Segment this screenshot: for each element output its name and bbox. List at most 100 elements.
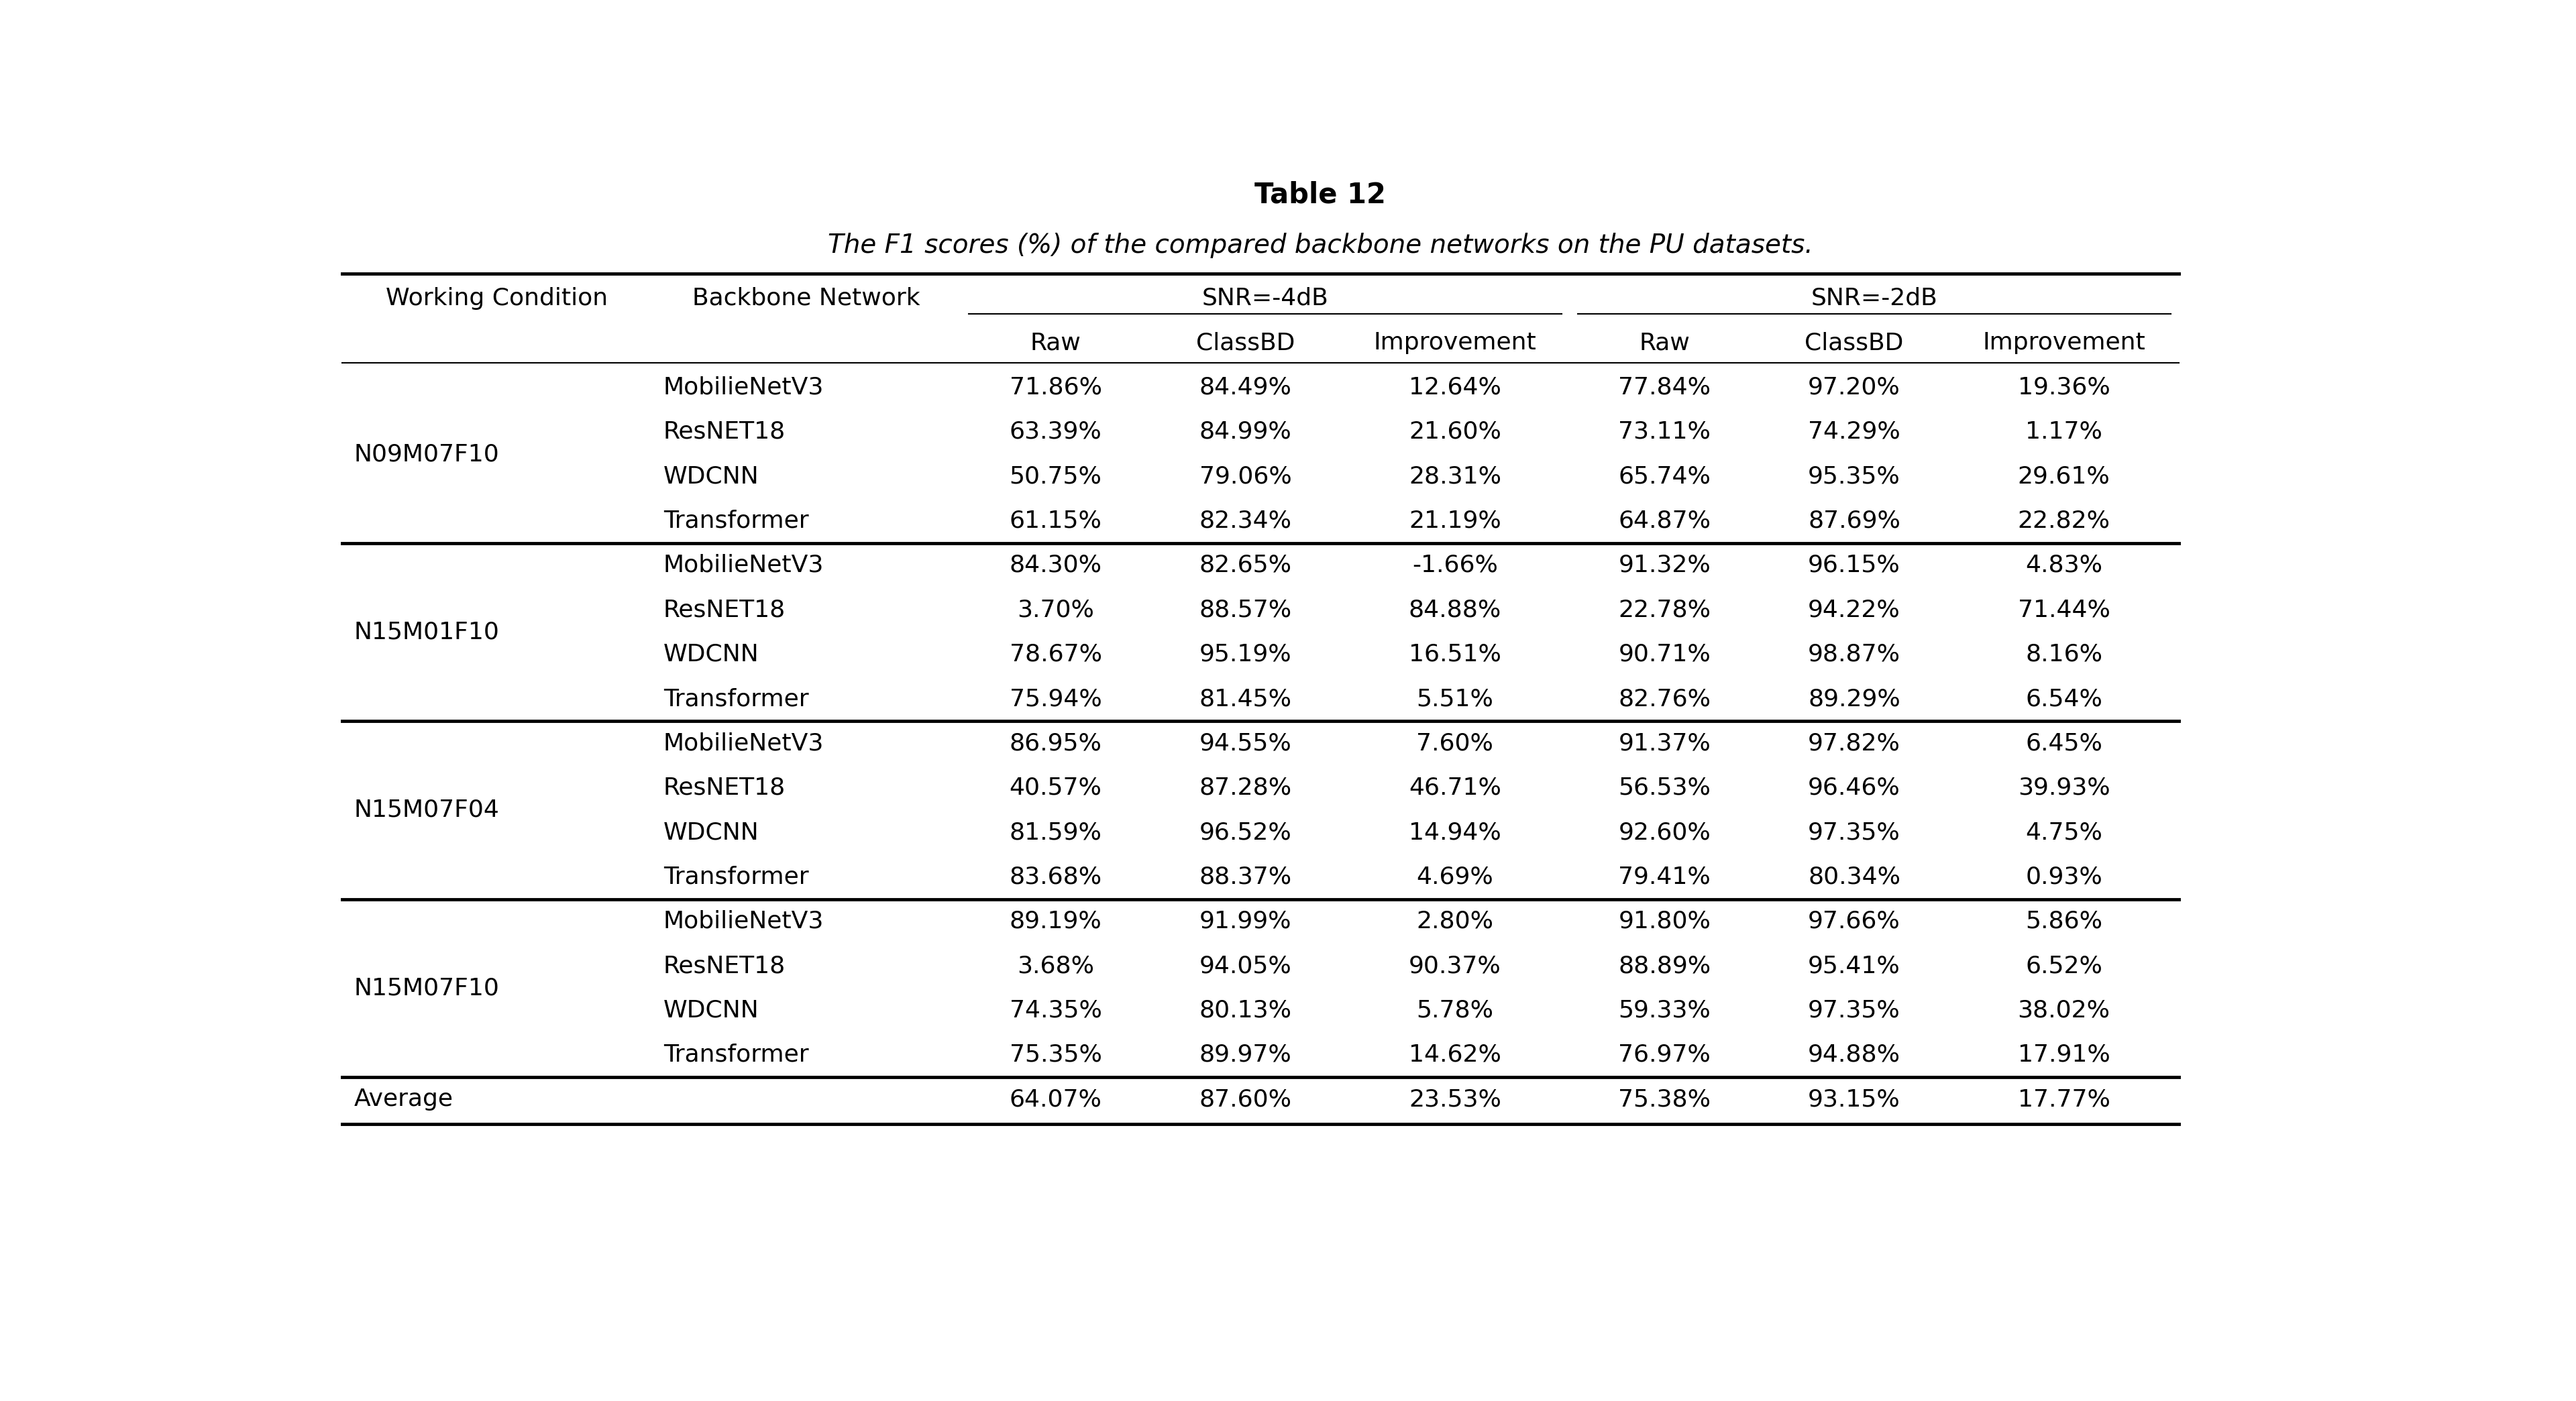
Text: 39.93%: 39.93% [2017, 776, 2110, 800]
Text: MobilieNetV3: MobilieNetV3 [665, 553, 824, 577]
Text: MobilieNetV3: MobilieNetV3 [665, 911, 824, 933]
Text: 87.60%: 87.60% [1198, 1089, 1291, 1111]
Text: 92.60%: 92.60% [1618, 821, 1710, 843]
Text: 80.34%: 80.34% [1808, 866, 1901, 888]
Text: 97.35%: 97.35% [1808, 999, 1901, 1021]
Text: WDCNN: WDCNN [665, 465, 760, 488]
Text: 95.35%: 95.35% [1808, 465, 1901, 488]
Text: Backbone Network: Backbone Network [693, 287, 920, 310]
Text: 2.80%: 2.80% [1417, 911, 1494, 933]
Text: ResNET18: ResNET18 [665, 420, 786, 443]
Text: 21.19%: 21.19% [1409, 510, 1502, 532]
Text: 5.86%: 5.86% [2025, 911, 2102, 933]
Text: 61.15%: 61.15% [1010, 510, 1103, 532]
Text: 91.37%: 91.37% [1618, 731, 1710, 755]
Text: 7.60%: 7.60% [1417, 731, 1494, 755]
Text: Working Condition: Working Condition [386, 287, 608, 310]
Text: 95.41%: 95.41% [1808, 954, 1901, 978]
Text: 93.15%: 93.15% [1808, 1089, 1901, 1111]
Text: 14.62%: 14.62% [1409, 1044, 1502, 1066]
Text: Transformer: Transformer [665, 510, 809, 532]
Text: WDCNN: WDCNN [665, 821, 760, 843]
Text: 78.67%: 78.67% [1010, 643, 1103, 665]
Text: 12.64%: 12.64% [1409, 375, 1502, 399]
Text: 46.71%: 46.71% [1409, 776, 1502, 800]
Text: 28.31%: 28.31% [1409, 465, 1502, 488]
Text: -1.66%: -1.66% [1412, 553, 1497, 577]
Text: 82.34%: 82.34% [1198, 510, 1291, 532]
Text: WDCNN: WDCNN [665, 643, 760, 665]
Text: 65.74%: 65.74% [1618, 465, 1710, 488]
Text: 38.02%: 38.02% [2017, 999, 2110, 1021]
Text: 84.99%: 84.99% [1200, 420, 1291, 443]
Text: 97.66%: 97.66% [1808, 911, 1901, 933]
Text: 81.45%: 81.45% [1198, 688, 1291, 710]
Text: 0.93%: 0.93% [2025, 866, 2102, 888]
Text: 76.97%: 76.97% [1618, 1044, 1710, 1066]
Text: 88.89%: 88.89% [1618, 954, 1710, 978]
Text: 90.37%: 90.37% [1409, 954, 1502, 978]
Text: 79.41%: 79.41% [1618, 866, 1710, 888]
Text: MobilieNetV3: MobilieNetV3 [665, 731, 824, 755]
Text: 1.17%: 1.17% [2025, 420, 2102, 443]
Text: 73.11%: 73.11% [1618, 420, 1710, 443]
Text: Transformer: Transformer [665, 688, 809, 710]
Text: 89.19%: 89.19% [1010, 911, 1103, 933]
Text: 74.35%: 74.35% [1010, 999, 1103, 1021]
Text: 71.86%: 71.86% [1010, 375, 1103, 399]
Text: 5.78%: 5.78% [1417, 999, 1494, 1021]
Text: 50.75%: 50.75% [1010, 465, 1103, 488]
Text: 90.71%: 90.71% [1618, 643, 1710, 665]
Text: 87.28%: 87.28% [1198, 776, 1291, 800]
Text: 84.30%: 84.30% [1010, 553, 1103, 577]
Text: Average: Average [353, 1089, 453, 1111]
Text: 94.55%: 94.55% [1200, 731, 1291, 755]
Text: 82.65%: 82.65% [1198, 553, 1291, 577]
Text: Raw: Raw [1638, 332, 1690, 354]
Text: 94.22%: 94.22% [1808, 598, 1901, 621]
Text: 63.39%: 63.39% [1010, 420, 1103, 443]
Text: ClassBD: ClassBD [1806, 332, 1904, 354]
Text: N15M01F10: N15M01F10 [353, 621, 500, 643]
Text: 91.32%: 91.32% [1618, 553, 1710, 577]
Text: 75.94%: 75.94% [1010, 688, 1103, 710]
Text: 3.68%: 3.68% [1018, 954, 1095, 978]
Text: 97.35%: 97.35% [1808, 821, 1901, 843]
Text: 22.82%: 22.82% [2017, 510, 2110, 532]
Text: SNR=-4dB: SNR=-4dB [1203, 287, 1329, 310]
Text: ResNET18: ResNET18 [665, 954, 786, 978]
Text: 97.82%: 97.82% [1808, 731, 1901, 755]
Text: 17.91%: 17.91% [2017, 1044, 2110, 1066]
Text: 4.69%: 4.69% [1417, 866, 1494, 888]
Text: 91.80%: 91.80% [1618, 911, 1710, 933]
Text: 84.49%: 84.49% [1198, 375, 1291, 399]
Text: Improvement: Improvement [1373, 332, 1535, 354]
Text: 88.57%: 88.57% [1198, 598, 1291, 621]
Text: 96.46%: 96.46% [1808, 776, 1901, 800]
Text: WDCNN: WDCNN [665, 999, 760, 1021]
Text: 89.29%: 89.29% [1808, 688, 1901, 710]
Text: 6.52%: 6.52% [2025, 954, 2102, 978]
Text: MobilieNetV3: MobilieNetV3 [665, 375, 824, 399]
Text: 75.38%: 75.38% [1618, 1089, 1710, 1111]
Text: Transformer: Transformer [665, 1044, 809, 1066]
Text: 82.76%: 82.76% [1618, 688, 1710, 710]
Text: 83.68%: 83.68% [1010, 866, 1103, 888]
Text: ResNET18: ResNET18 [665, 776, 786, 800]
Text: 29.61%: 29.61% [2017, 465, 2110, 488]
Text: 97.20%: 97.20% [1808, 375, 1901, 399]
Text: 3.70%: 3.70% [1018, 598, 1095, 621]
Text: 22.78%: 22.78% [1618, 598, 1710, 621]
Text: 84.88%: 84.88% [1409, 598, 1502, 621]
Text: 64.07%: 64.07% [1010, 1089, 1103, 1111]
Text: 59.33%: 59.33% [1618, 999, 1710, 1021]
Text: 86.95%: 86.95% [1010, 731, 1103, 755]
Text: 75.35%: 75.35% [1010, 1044, 1103, 1066]
Text: 16.51%: 16.51% [1409, 643, 1502, 665]
Text: 14.94%: 14.94% [1409, 821, 1502, 843]
Text: 40.57%: 40.57% [1010, 776, 1103, 800]
Text: 5.51%: 5.51% [1417, 688, 1494, 710]
Text: 17.77%: 17.77% [2017, 1089, 2110, 1111]
Text: 91.99%: 91.99% [1200, 911, 1291, 933]
Text: 23.53%: 23.53% [1409, 1089, 1502, 1111]
